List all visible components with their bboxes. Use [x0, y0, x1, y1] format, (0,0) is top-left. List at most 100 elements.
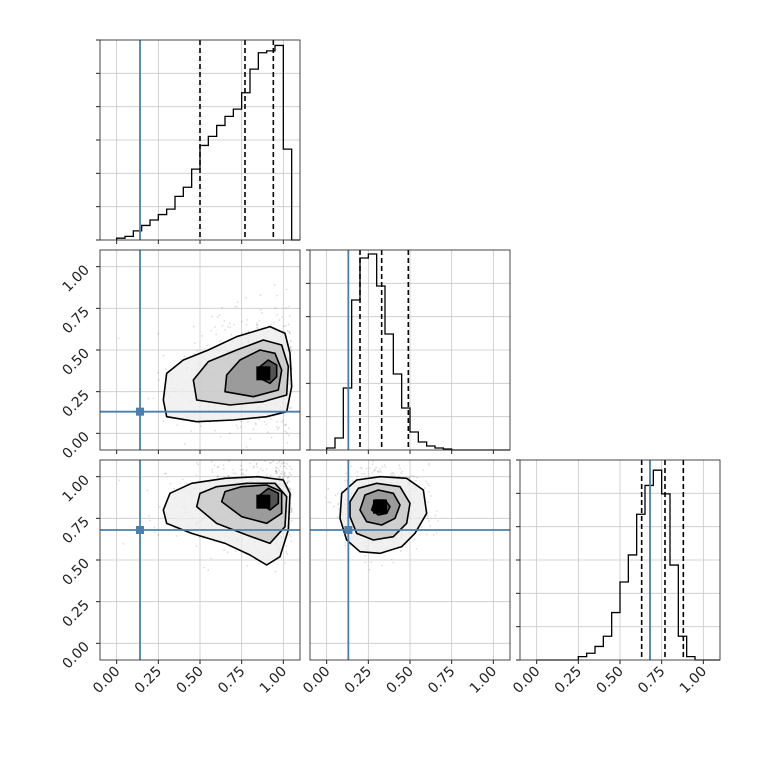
scatter-point — [391, 475, 394, 478]
scatter-point — [277, 476, 280, 479]
scatter-point — [413, 475, 416, 478]
density-peak — [256, 366, 271, 381]
scatter-point — [275, 294, 278, 297]
scatter-point — [275, 469, 277, 472]
scatter-point — [288, 331, 291, 334]
scatter-point — [223, 549, 225, 552]
scatter-point — [344, 541, 347, 544]
scatter-point — [217, 465, 220, 468]
scatter-point — [215, 333, 218, 336]
scatter-point — [252, 466, 255, 469]
scatter-point — [199, 425, 202, 428]
scatter-point — [435, 510, 438, 512]
scatter-point — [176, 424, 179, 427]
scatter-point — [287, 480, 289, 482]
scatter-point — [230, 452, 232, 454]
scatter-point — [165, 472, 168, 475]
scatter-point — [218, 314, 221, 317]
scatter-point — [365, 467, 368, 470]
scatter-point — [371, 471, 373, 474]
scatter-point — [336, 516, 339, 518]
scatter-point — [284, 465, 286, 468]
contour-line-0 — [162, 475, 291, 566]
scatter-point — [246, 318, 249, 321]
scatter-point — [233, 305, 236, 308]
scatter-point — [283, 424, 286, 427]
scatter-point — [333, 505, 335, 508]
scatter-point — [259, 309, 262, 311]
scatter-point — [239, 464, 242, 467]
scatter-point — [400, 472, 403, 474]
scatter-point — [380, 471, 383, 473]
scatter-point — [256, 466, 258, 468]
scatter-point — [286, 482, 289, 485]
scatter-point — [289, 340, 292, 342]
scatter-point — [420, 525, 423, 528]
scatter-point — [158, 506, 161, 509]
scatter-point — [337, 508, 340, 511]
scatter-point — [196, 461, 198, 464]
scatter-point — [283, 330, 286, 333]
scatter-point — [212, 445, 214, 447]
scatter-point — [283, 474, 286, 476]
scatter-point — [259, 467, 262, 470]
scatter-point — [211, 468, 213, 471]
scatter-point — [229, 326, 232, 329]
pair-frame — [99, 459, 301, 661]
scatter-point — [146, 489, 149, 492]
scatter-point — [213, 464, 216, 467]
y-tick-label: 0.25 — [59, 597, 92, 630]
scatter-point — [334, 494, 337, 497]
scatter-point — [216, 316, 219, 318]
scatter-point — [249, 462, 251, 465]
scatter-point — [271, 453, 273, 455]
histogram-step-0 — [116, 44, 300, 241]
scatter-point — [198, 536, 201, 539]
scatter-point — [261, 312, 264, 314]
scatter-point — [274, 470, 277, 473]
scatter-point — [284, 430, 287, 433]
scatter-point — [206, 344, 209, 347]
scatter-point — [400, 550, 402, 552]
scatter-point — [337, 503, 340, 506]
scatter-point — [290, 346, 293, 349]
scatter-point — [327, 487, 330, 490]
scatter-point — [278, 476, 281, 479]
scatter-point — [214, 326, 216, 328]
scatter-point — [288, 315, 291, 318]
scatter-point — [157, 332, 160, 335]
scatter-point — [226, 551, 229, 554]
scatter-point — [280, 473, 283, 476]
scatter-point — [340, 490, 343, 493]
scatter-point — [281, 477, 284, 479]
scatter-point — [173, 527, 176, 530]
scatter-point — [372, 460, 374, 462]
scatter-point — [270, 461, 272, 464]
scatter-point — [282, 456, 284, 458]
scatter-point — [374, 469, 376, 472]
scatter-point — [281, 470, 284, 473]
scatter-point — [221, 306, 224, 309]
y-tick-label: 0.00 — [59, 429, 92, 462]
scatter-point — [228, 432, 231, 435]
scatter-point — [256, 322, 258, 325]
scatter-point — [290, 510, 293, 512]
scatter-point — [261, 469, 264, 472]
scatter-point — [425, 533, 428, 536]
pair-plot-area — [100, 445, 300, 660]
scatter-point — [288, 465, 291, 468]
scatter-point — [375, 466, 378, 469]
x-tick-label: 0.25 — [552, 664, 585, 697]
scatter-point — [192, 325, 195, 328]
scatter-point — [255, 423, 257, 426]
scatter-point — [411, 474, 414, 477]
x-tick-label: 0.50 — [383, 664, 416, 697]
scatter-point — [258, 319, 261, 322]
scatter-point — [153, 526, 156, 529]
scatter-point — [277, 467, 280, 470]
scatter-point — [336, 492, 339, 495]
scatter-point — [203, 452, 205, 454]
scatter-point — [240, 420, 243, 423]
scatter-point — [249, 438, 252, 440]
scatter-point — [426, 482, 429, 485]
